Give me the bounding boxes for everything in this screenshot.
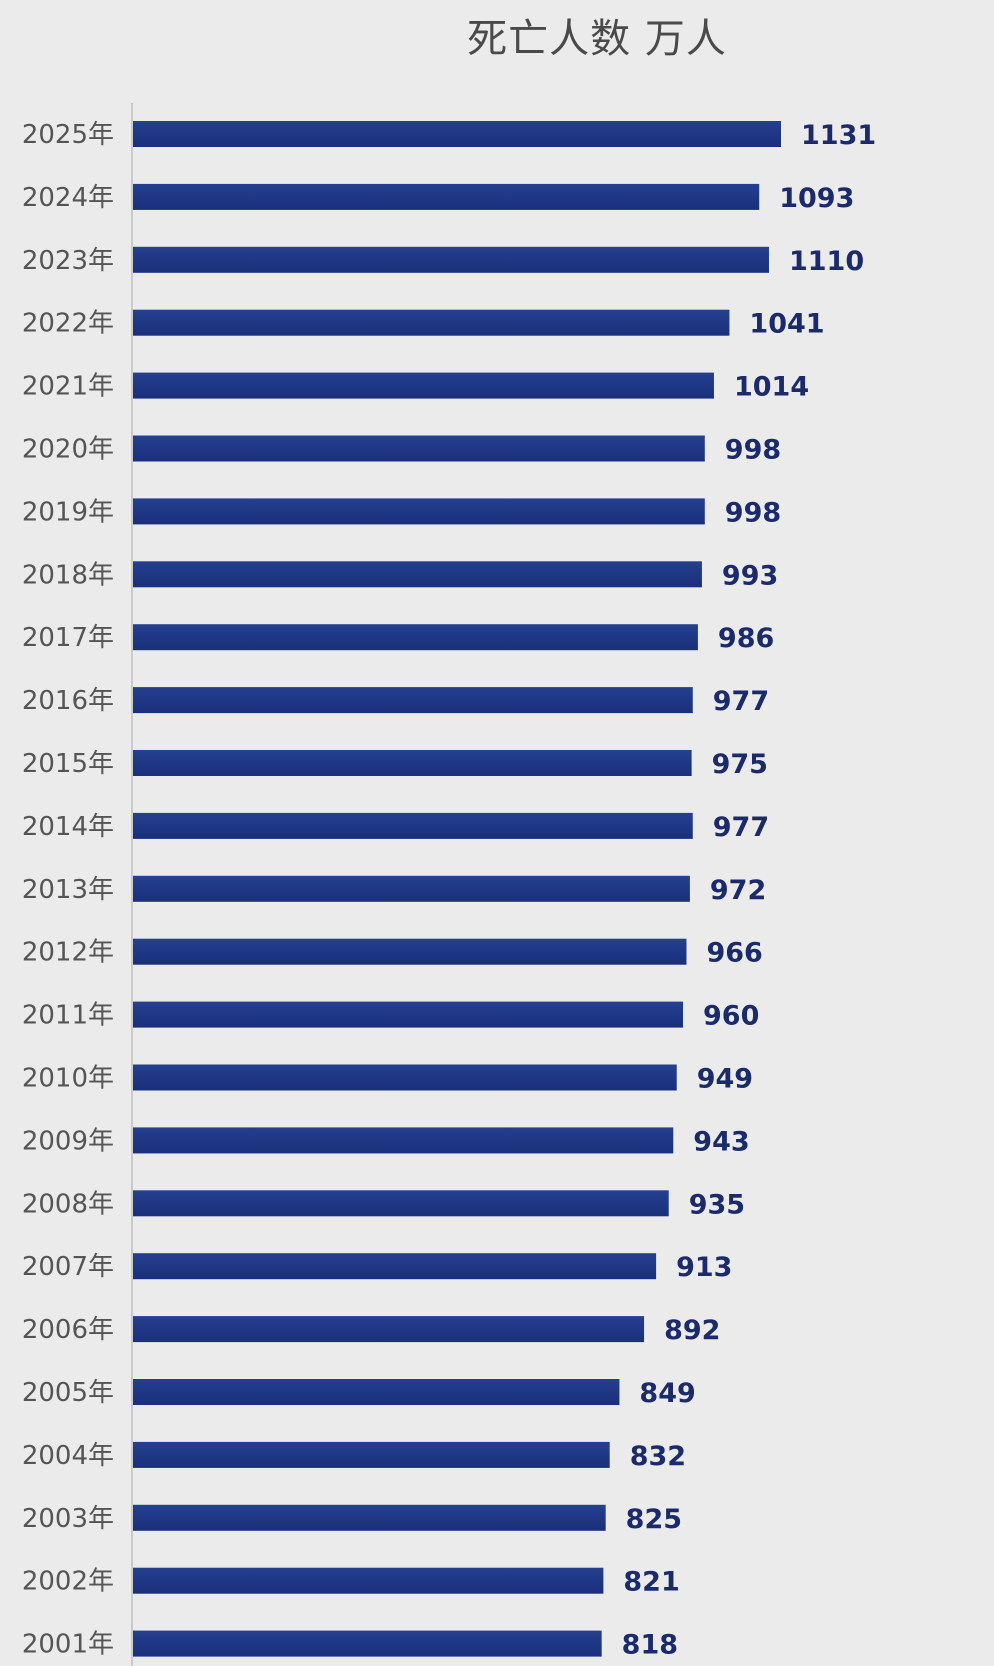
category-tick-label: 2011年 bbox=[22, 1001, 114, 1031]
bar-value-label: 998 bbox=[725, 435, 781, 466]
bar bbox=[133, 1316, 645, 1343]
bar-value-label: 972 bbox=[710, 875, 766, 906]
category-tick-label: 2006年 bbox=[22, 1315, 114, 1345]
category-tick-label: 2012年 bbox=[22, 938, 114, 968]
bar bbox=[133, 1379, 620, 1405]
category-tick-label: 2025年 bbox=[22, 120, 114, 150]
bar bbox=[133, 1441, 610, 1468]
category-tick-label: 2007年 bbox=[22, 1252, 114, 1282]
bar-value-label: 892 bbox=[664, 1315, 720, 1346]
category-tick-label: 2019年 bbox=[22, 497, 114, 527]
category-tick-label: 2003年 bbox=[22, 1504, 114, 1534]
bar-value-label: 966 bbox=[706, 938, 762, 969]
category-tick-label: 2005年 bbox=[22, 1378, 114, 1408]
category-tick-label: 2015年 bbox=[22, 749, 114, 779]
category-tick-label: 2018年 bbox=[22, 560, 114, 590]
bar-value-label: 825 bbox=[626, 1504, 682, 1535]
bar-value-label: 1110 bbox=[789, 246, 864, 277]
bar-value-label: 849 bbox=[639, 1378, 695, 1409]
bar bbox=[133, 561, 702, 588]
bar-value-label: 975 bbox=[712, 749, 768, 780]
category-tick-label: 2021年 bbox=[22, 372, 114, 402]
bar bbox=[133, 624, 698, 651]
category-tick-label: 2001年 bbox=[22, 1630, 114, 1660]
bar bbox=[133, 1567, 604, 1594]
bar-value-label: 960 bbox=[703, 1001, 759, 1032]
bar bbox=[133, 1504, 606, 1531]
bar-value-label: 993 bbox=[722, 560, 778, 591]
bar bbox=[133, 1190, 669, 1217]
category-tick-label: 2022年 bbox=[22, 309, 114, 339]
bar bbox=[133, 938, 687, 965]
category-tick-label: 2016年 bbox=[22, 686, 114, 716]
bar-value-label: 949 bbox=[697, 1064, 753, 1095]
chart-title: 死亡人数 万人 bbox=[467, 16, 727, 62]
bar bbox=[133, 435, 705, 462]
bar bbox=[133, 372, 714, 399]
bar-value-label: 998 bbox=[725, 497, 781, 528]
category-tick-label: 2020年 bbox=[22, 435, 114, 465]
bar-value-label: 986 bbox=[718, 623, 774, 654]
category-tick-label: 2017年 bbox=[22, 623, 114, 653]
bar-value-label: 832 bbox=[630, 1441, 686, 1472]
category-tick-label: 2023年 bbox=[22, 246, 114, 276]
category-tick-label: 2009年 bbox=[22, 1126, 114, 1156]
bar-value-label: 977 bbox=[713, 686, 769, 717]
category-tick-label: 2002年 bbox=[22, 1567, 114, 1597]
bar bbox=[133, 121, 781, 147]
bar bbox=[133, 687, 693, 714]
bar-value-label: 1041 bbox=[749, 309, 824, 340]
bar bbox=[133, 183, 760, 210]
category-tick-label: 2004年 bbox=[22, 1441, 114, 1471]
bar bbox=[133, 1064, 677, 1091]
bar-value-label: 935 bbox=[689, 1189, 745, 1220]
category-tick-label: 2014年 bbox=[22, 812, 114, 842]
bar bbox=[133, 812, 693, 839]
category-tick-label: 2008年 bbox=[22, 1189, 114, 1219]
category-tick-label: 2013年 bbox=[22, 875, 114, 905]
bar bbox=[133, 875, 690, 902]
bar-value-label: 821 bbox=[623, 1567, 679, 1598]
bar bbox=[133, 1127, 674, 1154]
bar-value-label: 1093 bbox=[779, 183, 854, 214]
bar bbox=[133, 246, 769, 273]
bar-value-label: 1131 bbox=[801, 120, 876, 151]
bar-value-label: 913 bbox=[676, 1252, 732, 1283]
bar bbox=[133, 1001, 684, 1028]
bar-value-label: 818 bbox=[622, 1630, 678, 1661]
bar bbox=[133, 498, 705, 525]
category-tick-label: 2010年 bbox=[22, 1064, 114, 1094]
bar-value-label: 1014 bbox=[734, 372, 809, 403]
bar bbox=[133, 750, 692, 776]
bar bbox=[133, 309, 730, 336]
bar bbox=[133, 1253, 657, 1280]
category-tick-label: 2024年 bbox=[22, 183, 114, 213]
bar-value-label: 943 bbox=[693, 1126, 749, 1157]
bar bbox=[133, 1630, 602, 1657]
bar-value-label: 977 bbox=[713, 812, 769, 843]
